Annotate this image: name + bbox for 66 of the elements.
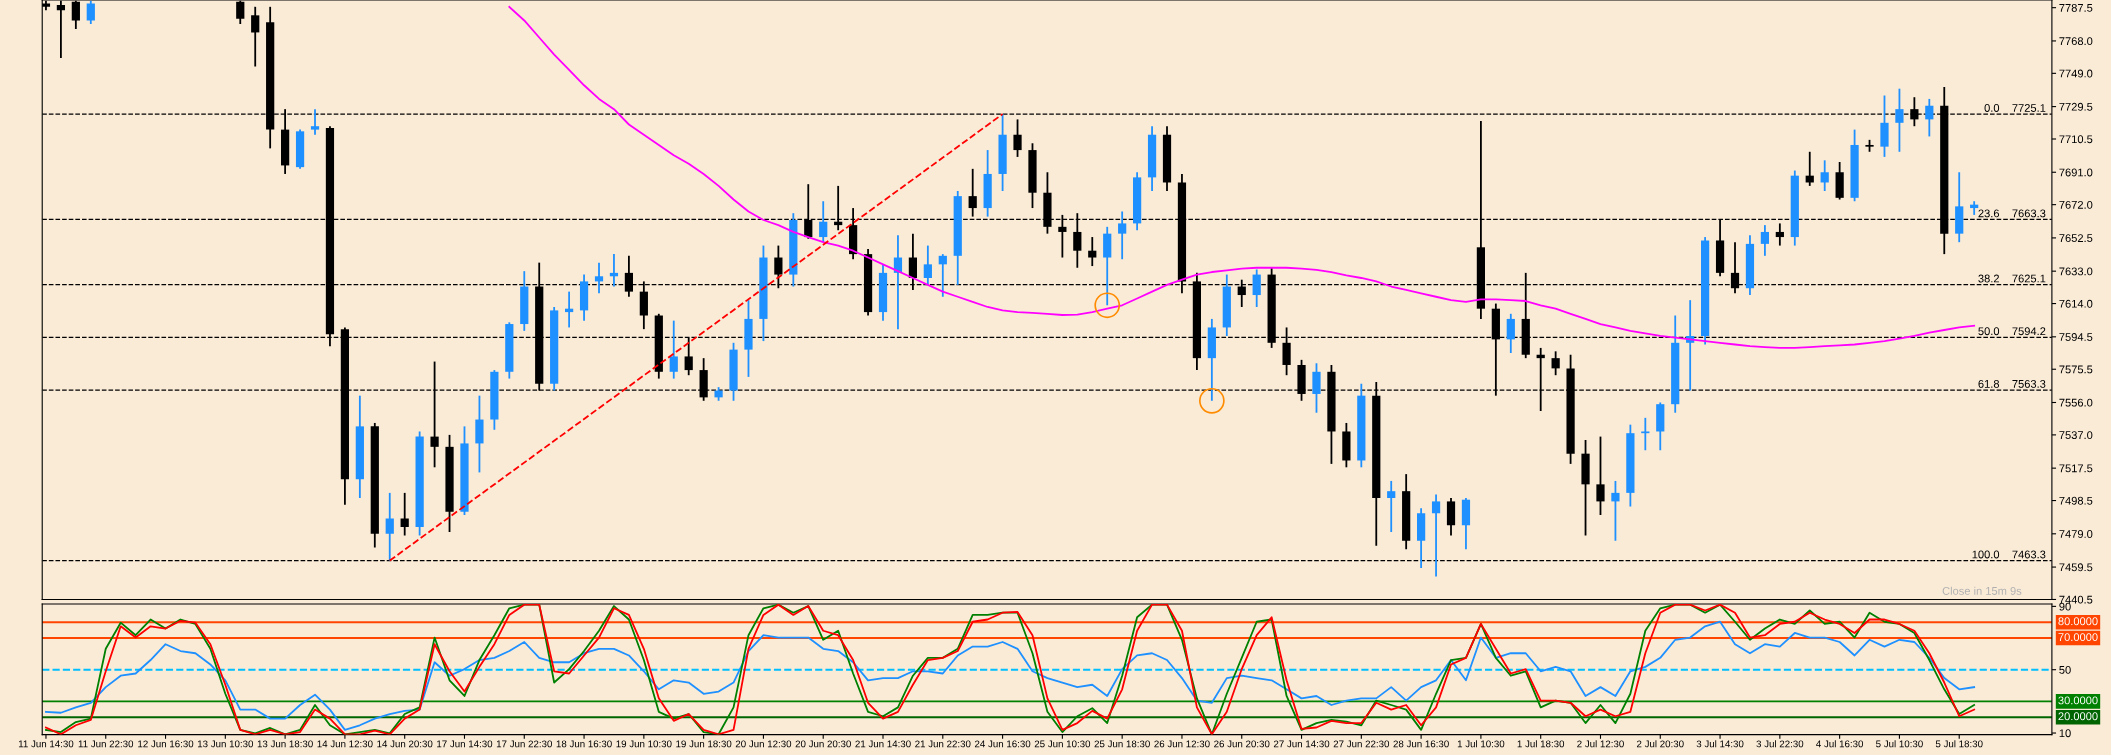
y-tick-label: 7691.0 [2059,168,2093,177]
y-tick-label: 7614.0 [2059,299,2093,308]
x-tick-label: 2 Jul 12:30 [1577,740,1624,748]
x-tick-label: 11 Jun 14:30 [18,740,74,748]
y-tick-label: 7479.0 [2059,530,2093,538]
x-tick-label: 2 Jul 20:30 [1636,740,1684,748]
y-tick-label: 7652.5 [2059,234,2093,243]
ref-line-label: 0.0 7725.1 [1984,104,2046,112]
y-tick-label: 50 [2059,665,2071,674]
x-tick-label: 28 Jun 16:30 [1393,740,1449,748]
ref-line-label: 30.0000 [2058,696,2098,705]
x-tick-label: 25 Jun 18:30 [1094,740,1150,748]
x-tick-label: 27 Jun 22:30 [1333,740,1390,748]
x-tick-label: 5 Jul 10:30 [1876,740,1923,748]
y-tick-label: 7787.5 [2059,3,2093,12]
ref-line-label: 70.0000 [2058,633,2098,642]
x-tick-label: 26 Jun 20:30 [1214,740,1270,748]
ref-line-label: 23.6 7663.3 [1978,209,2046,218]
y-tick-label: 7672.0 [2059,200,2093,209]
x-tick-label: 27 Jun 14:30 [1273,740,1330,748]
x-tick-label: 14 Jun 20:30 [377,740,433,748]
y-tick-label: 7440.5 [2059,595,2093,604]
y-tick-label: 7633.0 [2059,267,2093,276]
x-tick-label: 21 Jun 22:30 [915,740,971,748]
x-tick-label: 18 Jun 16:30 [556,740,612,748]
x-tick-label: 4 Jul 16:30 [1816,740,1864,748]
ref-line-label: 100.0 7463.3 [1972,550,2046,559]
ref-line-label: 50.0 7594.2 [1978,327,2046,336]
ref-line-label: 38.2 7625.1 [1978,274,2046,283]
x-tick-label: 13 Jun 10:30 [197,740,254,748]
y-tick-label: 7575.5 [2059,365,2093,374]
x-tick-label: 26 Jun 12:30 [1154,740,1210,748]
ref-line-label: 61.8 7563.3 [1978,379,2046,388]
y-tick-label: 10 [2059,729,2071,738]
y-tick-label: 7710.5 [2059,135,2093,144]
y-tick-label: 90 [2059,602,2071,611]
y-tick-label: 7556.0 [2059,398,2093,407]
x-tick-label: 17 Jun 14:30 [437,740,493,748]
y-tick-label: 7459.5 [2059,563,2093,572]
x-tick-label: 21 Jun 14:30 [855,740,911,748]
x-tick-label: 11 Jun 22:30 [78,740,134,748]
x-tick-label: 17 Jun 22:30 [496,740,552,748]
x-tick-label: 13 Jun 18:30 [257,740,313,748]
x-tick-label: 19 Jun 18:30 [676,740,732,748]
x-tick-label: 24 Jun 16:30 [974,740,1031,748]
ref-line-label: 80.0000 [2058,617,2098,626]
y-tick-label: 7594.5 [2059,333,2093,341]
ref-line-label: 20.0000 [2058,712,2098,721]
x-tick-label: 14 Jun 12:30 [317,740,373,748]
y-tick-label: 7768.0 [2059,37,2093,46]
x-tick-label: 12 Jun 16:30 [138,740,194,748]
x-tick-label: 3 Jul 22:30 [1756,740,1804,748]
x-tick-label: 1 Jul 18:30 [1517,740,1565,748]
y-tick-label: 7537.0 [2059,431,2093,440]
annotation: Close in 15m 9s [1942,586,2022,595]
x-tick-label: 5 Jul 18:30 [1935,740,1983,748]
x-tick-label: 25 Jun 10:30 [1034,740,1091,748]
x-tick-label: 3 Jul 14:30 [1696,740,1744,748]
x-tick-label: 20 Jun 12:30 [735,740,792,748]
x-tick-label: 20 Jun 20:30 [795,740,851,748]
x-tick-label: 1 Jul 10:30 [1457,740,1505,748]
y-tick-label: 7517.5 [2059,464,2093,473]
y-tick-label: 7498.5 [2059,496,2093,505]
y-tick-label: 7729.5 [2059,102,2093,111]
y-tick-label: 7749.0 [2059,69,2093,78]
x-tick-label: 19 Jun 10:30 [616,740,672,748]
